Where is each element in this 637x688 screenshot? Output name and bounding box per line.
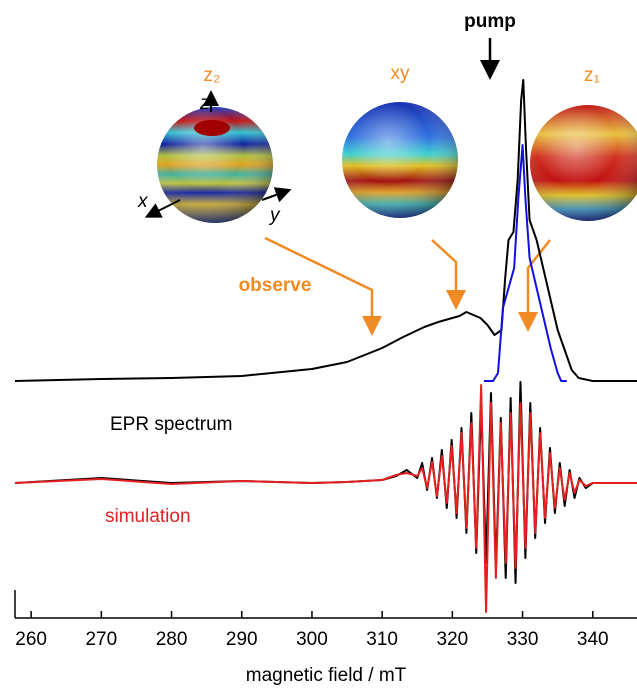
- axis-letter: x: [137, 191, 149, 212]
- x-tick-label: 260: [15, 629, 47, 650]
- spheres: [144, 90, 637, 223]
- axis-letter: z: [199, 93, 210, 114]
- axis-letter: y: [268, 205, 281, 226]
- sphere-label: xy: [391, 63, 411, 84]
- x-tick-label: 300: [296, 629, 328, 650]
- series-line: [14, 79, 637, 382]
- x-tick-label: 340: [577, 629, 609, 650]
- x-tick-label: 280: [156, 629, 188, 650]
- sphere-label: z₁: [584, 65, 600, 86]
- x-tick-label: 320: [437, 629, 469, 650]
- x-tick-label: 310: [366, 629, 398, 650]
- legend-label: simulation: [105, 506, 191, 527]
- legend-label: EPR spectrum: [110, 414, 232, 435]
- series-line: [14, 384, 637, 613]
- observe-label: observe: [239, 275, 312, 296]
- x-tick-label: 270: [85, 629, 117, 650]
- x-axis-title: magnetic field / mT: [246, 665, 407, 686]
- sphere-label: z₂: [204, 65, 221, 86]
- pump-label: pump: [464, 11, 516, 32]
- x-tick-label: 330: [507, 629, 539, 650]
- series-line: [483, 144, 567, 382]
- arrows: [264, 38, 551, 336]
- x-tick-label: 290: [226, 629, 258, 650]
